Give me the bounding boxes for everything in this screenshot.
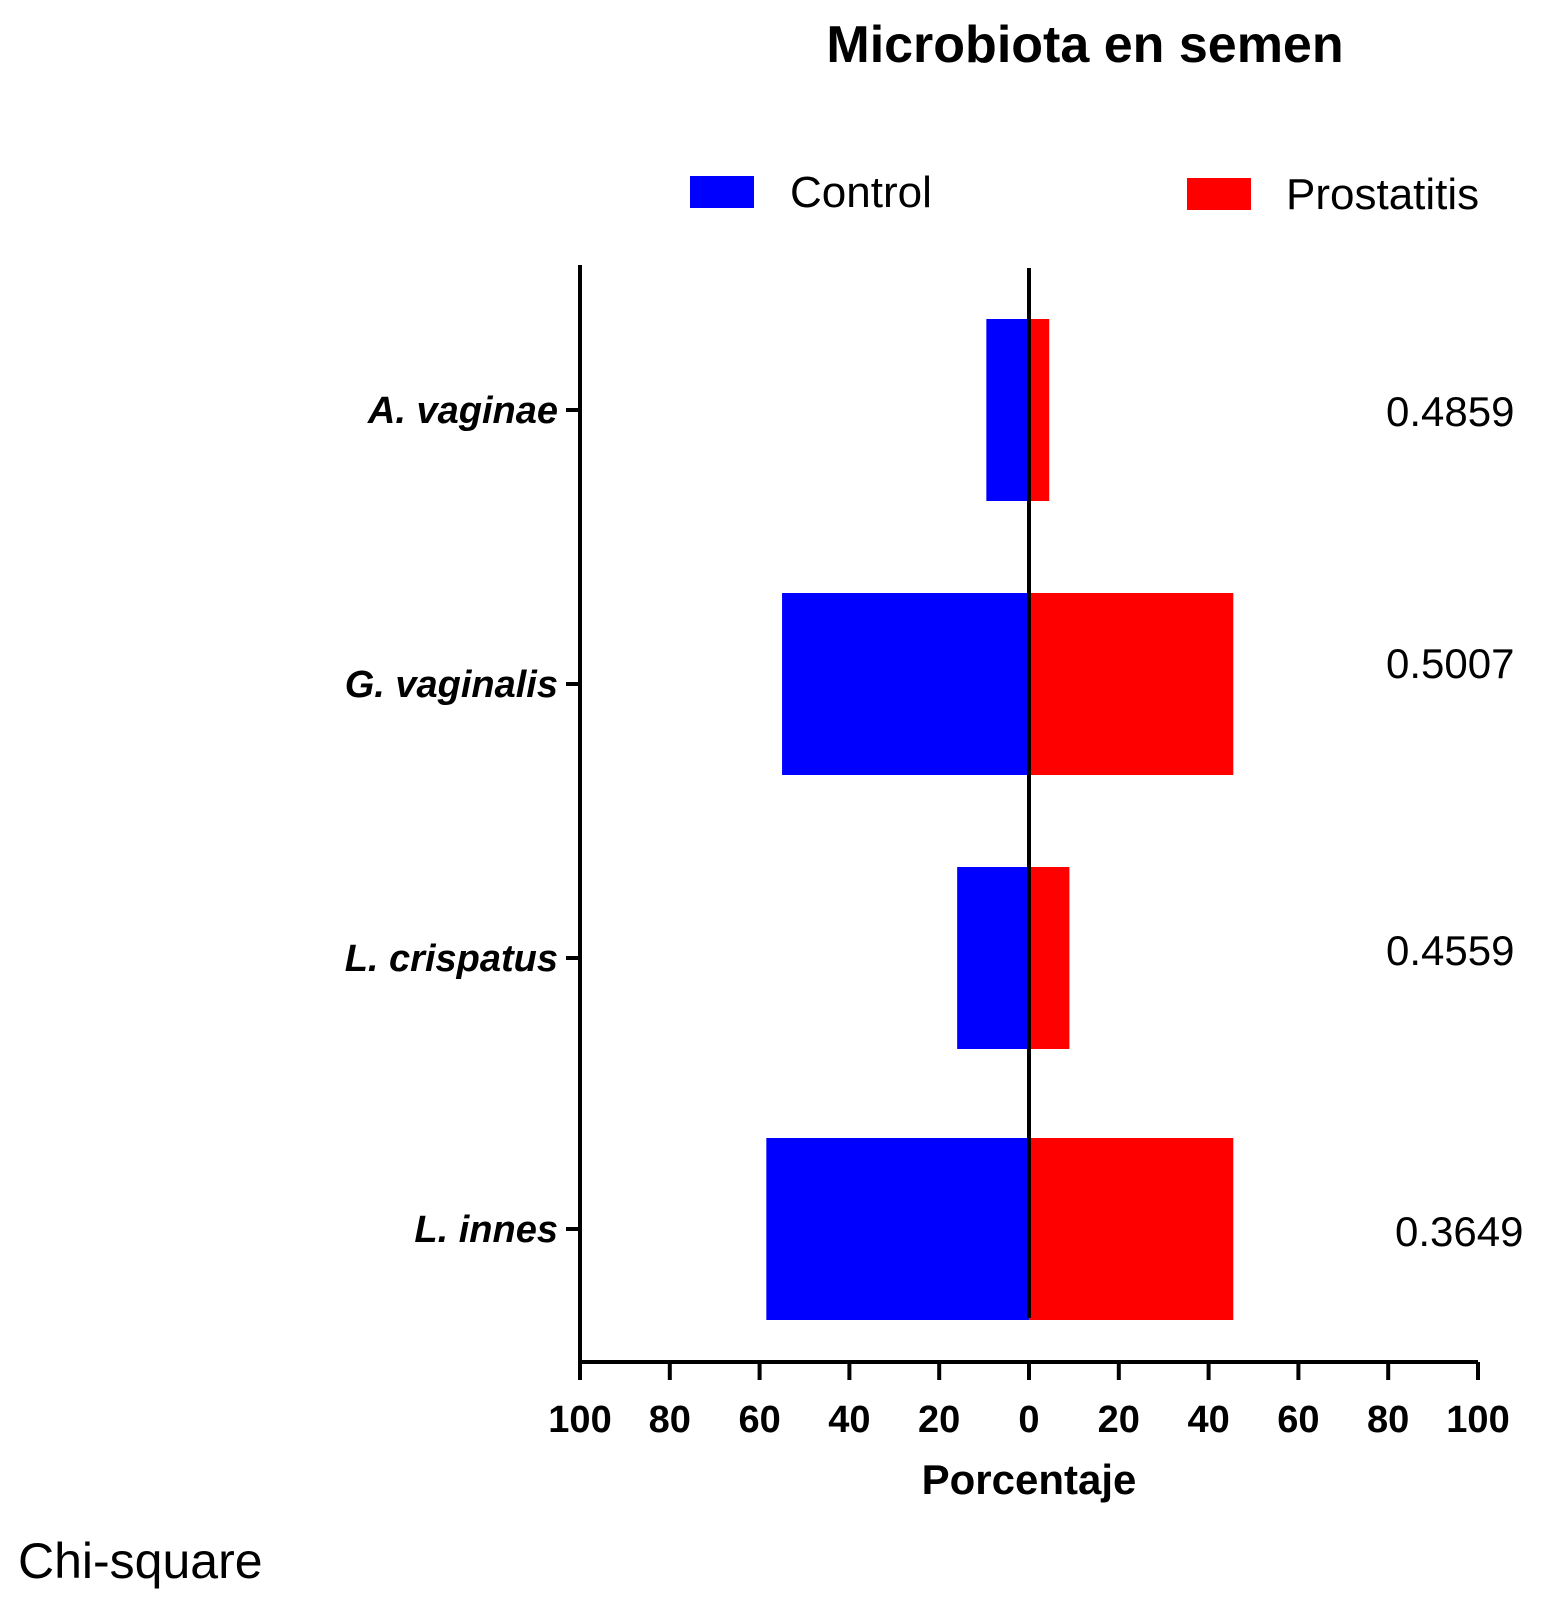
x-tick-label: 40: [828, 1399, 870, 1441]
legend-swatch-control: [690, 176, 754, 208]
y-axis-ticks: A. vaginae G. vaginalis L. crispatus L. inn…: [345, 390, 580, 1251]
x-axis-ticks: 100 80 60 40 20 0 20 40 60 80 100: [548, 1362, 1510, 1441]
x-tick-label: 80: [649, 1399, 691, 1441]
x-tick-label: 60: [1277, 1399, 1319, 1441]
legend-label-control: Control: [790, 168, 932, 217]
bar-control-a-vaginae: [986, 319, 1029, 501]
x-tick-label: 20: [1098, 1399, 1140, 1441]
y-tick-label-g-vaginalis: G. vaginalis: [345, 664, 558, 706]
x-tick-label: 60: [738, 1399, 780, 1441]
x-tick-label: 100: [548, 1399, 611, 1441]
footnote-test-name: Chi-square: [18, 1533, 263, 1589]
bar-prostatitis-l-crispatus: [1029, 867, 1070, 1049]
legend-label-prostatitis: Prostatitis: [1286, 170, 1479, 219]
bar-prostatitis-l-innes: [1029, 1138, 1234, 1320]
x-tick-label: 80: [1367, 1399, 1409, 1441]
chart-title: Microbiota en semen: [826, 16, 1343, 74]
x-axis-title: Porcentaje: [922, 1456, 1137, 1503]
bar-prostatitis-a-vaginae: [1029, 319, 1050, 501]
y-tick-label-l-innes: L. innes: [414, 1209, 558, 1251]
x-tick-label: 0: [1018, 1399, 1039, 1441]
y-tick-label-l-crispatus: L. crispatus: [345, 938, 558, 980]
bar-control-g-vaginalis: [782, 593, 1029, 775]
p-value-g-vaginalis: 0.5007: [1386, 640, 1514, 687]
legend: Control Prostatitis: [690, 168, 1479, 219]
p-value-l-innes: 0.3649: [1395, 1208, 1523, 1255]
x-tick-label: 20: [918, 1399, 960, 1441]
bars: [766, 319, 1234, 1320]
x-tick-label: 100: [1446, 1399, 1509, 1441]
bar-control-l-crispatus: [957, 867, 1029, 1049]
axes: [578, 265, 1478, 1364]
x-tick-label: 40: [1187, 1399, 1229, 1441]
bar-prostatitis-g-vaginalis: [1029, 593, 1234, 775]
p-values: 0.4859 0.5007 0.4559 0.3649: [1386, 388, 1523, 1255]
bar-control-l-innes: [766, 1138, 1029, 1320]
p-value-a-vaginae: 0.4859: [1386, 388, 1514, 435]
p-value-l-crispatus: 0.4559: [1386, 927, 1514, 974]
y-tick-label-a-vaginae: A. vaginae: [367, 390, 558, 432]
legend-swatch-prostatitis: [1187, 178, 1251, 210]
